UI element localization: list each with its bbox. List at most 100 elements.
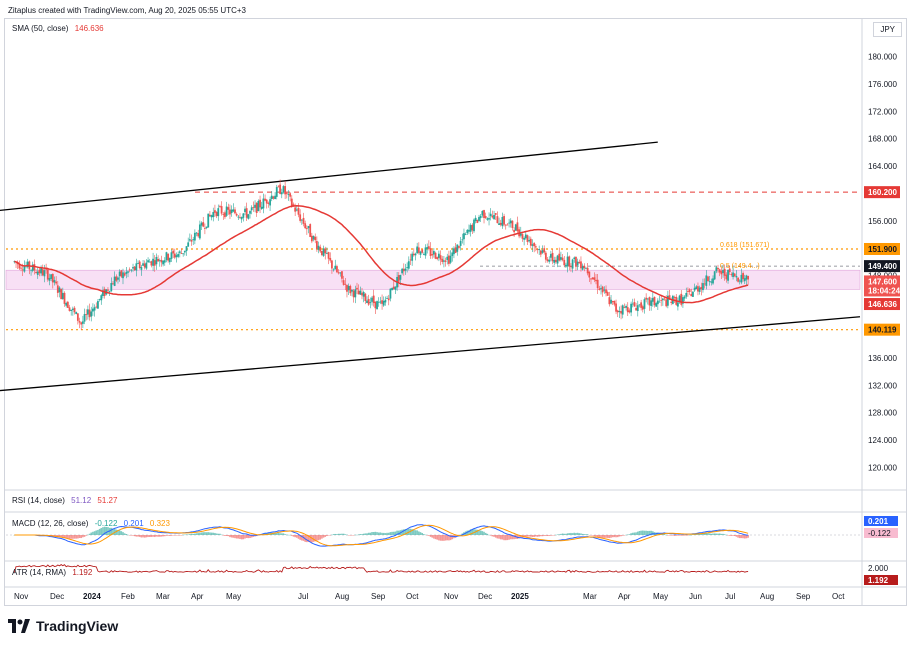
- candle-body: [324, 248, 327, 254]
- candle-body: [551, 252, 554, 262]
- candle-body: [336, 266, 338, 273]
- candle-body: [60, 288, 63, 300]
- rsi-legend[interactable]: RSI (14, close) 51.12 51.27: [12, 496, 117, 505]
- time-tick-label: Oct: [832, 592, 845, 601]
- macd-bar: [250, 535, 253, 538]
- candle-body: [735, 275, 738, 278]
- candle-body: [663, 298, 666, 300]
- candle-body: [95, 306, 98, 308]
- macd-bar: [648, 530, 651, 535]
- macd-bar: [366, 533, 368, 535]
- macd-bar: [381, 532, 383, 535]
- macd-bar: [680, 535, 683, 536]
- candle-body: [404, 268, 407, 271]
- macd-bar: [67, 535, 69, 539]
- macd-bar: [560, 533, 562, 535]
- atr-legend-value: 1.192: [72, 568, 93, 577]
- candle-body: [237, 216, 240, 218]
- candle-body: [43, 270, 46, 277]
- candle-body: [232, 209, 235, 212]
- macd-bar: [351, 535, 353, 536]
- candle-body: [491, 215, 494, 218]
- candle-body: [88, 309, 91, 318]
- candle-body: [745, 275, 748, 280]
- candle-body: [693, 287, 696, 291]
- macd-bar: [725, 534, 728, 536]
- macd-bar: [170, 535, 173, 536]
- macd-bar: [616, 535, 619, 538]
- price-tick-label: 132.000: [868, 381, 897, 390]
- candle-body: [459, 240, 462, 246]
- candle-body: [130, 269, 133, 271]
- candle-body: [284, 186, 287, 195]
- candle-body: [230, 209, 233, 214]
- macd-bar: [640, 530, 642, 535]
- macd-bar: [565, 533, 567, 535]
- macd-bar: [663, 533, 666, 535]
- macd-bar: [204, 532, 206, 535]
- candle-body: [712, 278, 714, 284]
- candle-body: [596, 279, 599, 288]
- candle-body: [55, 281, 58, 284]
- macd-bar: [110, 527, 113, 535]
- candle-body: [576, 261, 579, 266]
- macd-bar: [289, 534, 291, 536]
- macd-bar: [197, 533, 200, 535]
- candle-body: [314, 236, 317, 241]
- candle-body: [494, 213, 497, 215]
- candle-body: [270, 195, 273, 199]
- badge-140: 140.119: [868, 326, 897, 335]
- badge-149-bg: [864, 260, 900, 273]
- candle-body: [678, 295, 681, 302]
- candle-body: [568, 256, 571, 267]
- macd-bar: [224, 535, 226, 536]
- candle-body: [265, 199, 268, 204]
- candle-body: [255, 202, 258, 213]
- candle-body: [285, 193, 288, 194]
- macd-bar: [586, 534, 589, 535]
- candle-body: [437, 253, 440, 258]
- candle-body: [212, 212, 215, 218]
- macd-bar: [349, 535, 352, 536]
- candle-body: [481, 210, 484, 216]
- macd-bar: [230, 535, 233, 538]
- macd-bar: [688, 534, 691, 536]
- candle-body: [737, 277, 739, 282]
- candle-body: [471, 224, 474, 231]
- candle-body: [526, 235, 529, 242]
- macd-bar: [441, 535, 444, 541]
- currency-label[interactable]: JPY: [873, 22, 902, 37]
- rsi-value-2: 51.27: [97, 496, 118, 505]
- candle-body: [695, 286, 698, 289]
- candle-body: [319, 246, 322, 252]
- macd-bar: [695, 534, 698, 535]
- macd-bar: [479, 530, 482, 535]
- macd-bar: [174, 535, 176, 536]
- signal-line: [14, 524, 749, 547]
- tradingview-logo[interactable]: TradingView: [8, 618, 118, 634]
- candle-body: [473, 219, 475, 232]
- candle-body: [35, 271, 37, 274]
- macd-bar: [745, 535, 748, 539]
- candle-body: [504, 224, 507, 226]
- macd-legend[interactable]: MACD (12, 26, close) -0.122 0.201 0.323: [12, 519, 170, 528]
- macd-bar: [662, 533, 664, 535]
- candle-body: [692, 291, 694, 297]
- macd-bar: [394, 531, 397, 535]
- atr-legend[interactable]: ATR (14, RMA) 1.192: [12, 568, 92, 577]
- macd-bar: [488, 534, 490, 536]
- macd-bar: [434, 535, 437, 540]
- macd-bar: [205, 532, 208, 535]
- sma-legend[interactable]: SMA (50, close) 146.636: [12, 24, 104, 33]
- macd-histogram: [13, 526, 749, 543]
- candle-body: [454, 247, 457, 253]
- macd-bar: [423, 534, 425, 535]
- macd-bar: [513, 535, 515, 540]
- macd-bar: [678, 535, 681, 536]
- candle-body: [556, 255, 559, 264]
- candle-body: [384, 299, 387, 303]
- candle-body: [621, 305, 624, 315]
- macd-bar: [605, 535, 607, 538]
- candle-body: [160, 259, 163, 263]
